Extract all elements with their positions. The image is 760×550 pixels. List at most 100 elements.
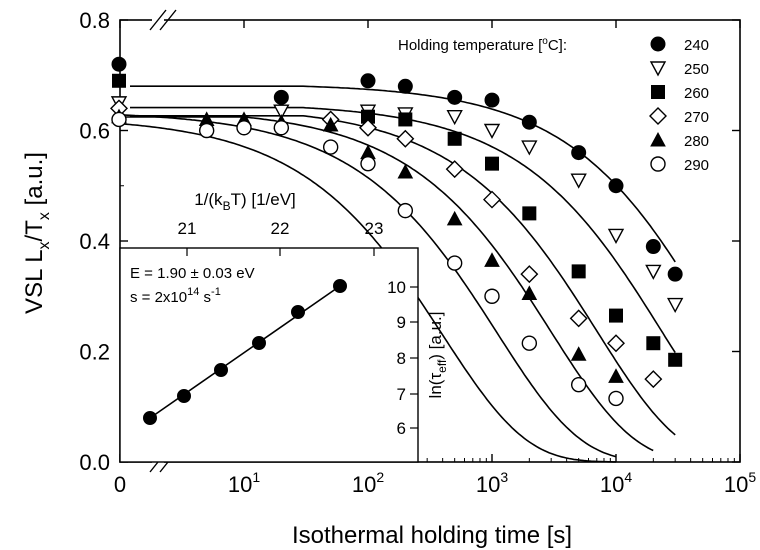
inset-data-point bbox=[291, 305, 305, 319]
data-point-250 bbox=[645, 264, 662, 280]
data-point-290 bbox=[322, 139, 339, 155]
x-tick-label-exponent: 4 bbox=[624, 469, 632, 485]
inset-plot: 1/(kBT) [1/eV] 21 22 23 6 7 8 9 10 ln(τeff) [a.u.… bbox=[119, 190, 449, 463]
inset-x-tick-label: 21 bbox=[178, 219, 197, 238]
inset-y-tick-label: 10 bbox=[387, 278, 406, 297]
x-tick-label-exponent: 2 bbox=[376, 469, 384, 485]
inset-x-title-pre: 1/(k bbox=[194, 190, 223, 209]
data-point-280 bbox=[608, 368, 624, 383]
data-point-270 bbox=[359, 118, 377, 137]
legend-title-degree: o bbox=[542, 36, 548, 47]
data-point-250 bbox=[666, 297, 684, 314]
data-point-290 bbox=[521, 335, 538, 351]
data-point-280 bbox=[322, 116, 339, 132]
inset-activation-energy: E = 1.90 ± 0.03 eV bbox=[130, 265, 255, 282]
data-point-260 bbox=[646, 336, 661, 351]
data-point-290 bbox=[360, 155, 376, 172]
inset-y-tick-label: 7 bbox=[397, 385, 406, 404]
data-point-240 bbox=[645, 239, 661, 255]
data-point-270 bbox=[520, 265, 539, 284]
data-point-270 bbox=[396, 129, 415, 148]
inset-s-unit-exp: -1 bbox=[211, 286, 221, 298]
top-axis-break-mark bbox=[159, 9, 177, 31]
legend: Holding temperature [oC]: 240 250 260 270 280… bbox=[398, 36, 709, 174]
inset-x-title-sub: B bbox=[223, 199, 231, 213]
x-axis-title: Isothermal holding time [s] bbox=[292, 522, 572, 549]
y-axis-title-sub-b: x bbox=[36, 212, 53, 220]
y-axis-title-part-b: /T bbox=[21, 220, 48, 242]
data-point-260 bbox=[609, 308, 623, 323]
legend-marker-250 bbox=[649, 61, 667, 77]
inset-s-exp: 14 bbox=[187, 286, 199, 298]
inset-y-axis-title: ln(τeff) [a.u.] bbox=[426, 312, 449, 399]
x-tick-label: 0 bbox=[114, 472, 126, 497]
y-tick-label: 0.4 bbox=[79, 229, 110, 254]
x-tick-label: 102 bbox=[352, 469, 384, 497]
data-point-240 bbox=[484, 92, 500, 108]
legend-label-240: 240 bbox=[684, 37, 709, 54]
x-tick-label-base: 10 bbox=[228, 472, 252, 497]
inset-s-unit: s bbox=[199, 289, 211, 306]
main-plot-area: 0.00.20.40.60.80 101 102 103 104 105 bbox=[79, 8, 756, 497]
x-tick-label-base: 10 bbox=[600, 472, 624, 497]
data-point-270 bbox=[483, 190, 501, 209]
x-tick-label-base: 10 bbox=[724, 472, 748, 497]
inset-y-title-sub: eff bbox=[435, 359, 449, 373]
y-axis-title-part-c: [a.u.] bbox=[21, 152, 48, 212]
x-tick-label-base: 10 bbox=[352, 472, 376, 497]
data-point-290 bbox=[608, 390, 624, 407]
inset-data-point bbox=[333, 279, 347, 293]
data-point-240 bbox=[521, 114, 537, 130]
data-point-290 bbox=[446, 255, 463, 271]
x-tick-label-exponent: 3 bbox=[500, 469, 508, 485]
data-point-290 bbox=[198, 122, 215, 139]
data-point-260 bbox=[668, 352, 683, 367]
x-tick-label: 104 bbox=[600, 469, 632, 497]
data-point-270 bbox=[644, 370, 663, 389]
inset-data-point bbox=[252, 336, 266, 350]
data-point-240 bbox=[608, 178, 624, 194]
data-point-240 bbox=[273, 89, 289, 105]
data-point-290 bbox=[397, 202, 414, 219]
inset-x-title-post: T) [1/eV] bbox=[231, 190, 296, 209]
inset-y-title-post: ) [a.u.] bbox=[426, 312, 445, 360]
y-axis-title-part-a: VSL L bbox=[21, 249, 48, 314]
inset-data-point bbox=[143, 411, 157, 425]
data-point-240 bbox=[447, 89, 463, 105]
data-point-260 bbox=[112, 73, 126, 88]
data-point-280 bbox=[397, 163, 414, 179]
legend-title: Holding temperature [oC]: bbox=[398, 36, 567, 54]
data-point-240 bbox=[360, 73, 376, 89]
inset-frequency-factor: s = 2x1014 s-1 bbox=[130, 286, 221, 306]
inset-x-axis-title: 1/(kBT) [1/eV] bbox=[194, 190, 296, 213]
x-tick-label-base: 0 bbox=[114, 472, 126, 497]
inset-y-tick-label: 9 bbox=[397, 313, 406, 332]
data-point-290 bbox=[111, 111, 127, 128]
x-tick-label-base: 10 bbox=[476, 472, 500, 497]
legend-title-unit: C]: bbox=[548, 37, 567, 54]
x-tick-label: 105 bbox=[724, 469, 756, 497]
y-tick-label: 0.0 bbox=[79, 450, 110, 475]
y-axis-title-sub-a: x bbox=[36, 241, 53, 249]
data-point-290 bbox=[273, 120, 290, 136]
data-point-250 bbox=[483, 123, 501, 139]
y-tick-label: 0.8 bbox=[79, 8, 110, 33]
data-point-250 bbox=[273, 104, 290, 120]
data-point-280 bbox=[521, 285, 538, 300]
inset-data-point bbox=[214, 363, 228, 377]
data-point-260 bbox=[447, 131, 462, 146]
inset-x-tick-label: 22 bbox=[271, 219, 290, 238]
inset-y-tick-label: 6 bbox=[397, 419, 406, 438]
legend-marker-270 bbox=[649, 107, 667, 125]
data-point-270 bbox=[569, 309, 588, 328]
inset-x-tick-label: 23 bbox=[365, 219, 384, 238]
data-point-240 bbox=[571, 145, 587, 161]
data-point-280 bbox=[484, 252, 500, 267]
data-point-250 bbox=[570, 173, 587, 189]
legend-marker-240 bbox=[650, 36, 666, 52]
data-point-260 bbox=[398, 112, 413, 127]
data-point-260 bbox=[485, 156, 499, 171]
legend-title-main: Holding temperature [ bbox=[398, 37, 543, 54]
data-point-250 bbox=[607, 228, 625, 244]
